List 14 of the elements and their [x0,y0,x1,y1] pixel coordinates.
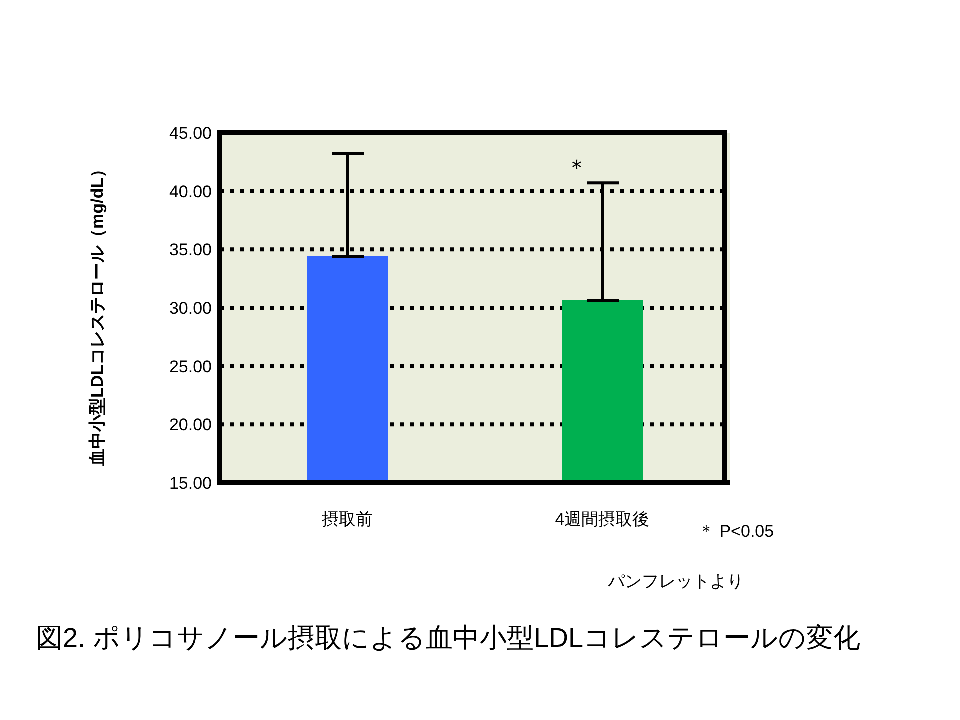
x-tick-label: 4週間摂取後 [555,510,650,530]
y-tick-label: 35.00 [169,240,212,260]
x-tick-label: 摂取前 [322,510,373,530]
annotation: ＊ [566,154,588,182]
text: パンフレットより [608,571,744,593]
y-axis-title: 血中小型LDLコレステロール（mg/dL） [88,160,108,466]
text: 図2. ポリコサノール摂取による血中小型LDLコレステロールの変化 [36,622,861,655]
y-tick-label: 45.00 [169,124,212,144]
y-tick-label: 15.00 [169,474,212,494]
y-tick-label: 25.00 [169,357,212,376]
y-tick-label: 20.00 [169,416,212,435]
y-tick-label: 40.00 [169,182,212,202]
y-tick-label: 30.00 [169,299,212,318]
text: ＊ P<0.05 [698,521,774,543]
